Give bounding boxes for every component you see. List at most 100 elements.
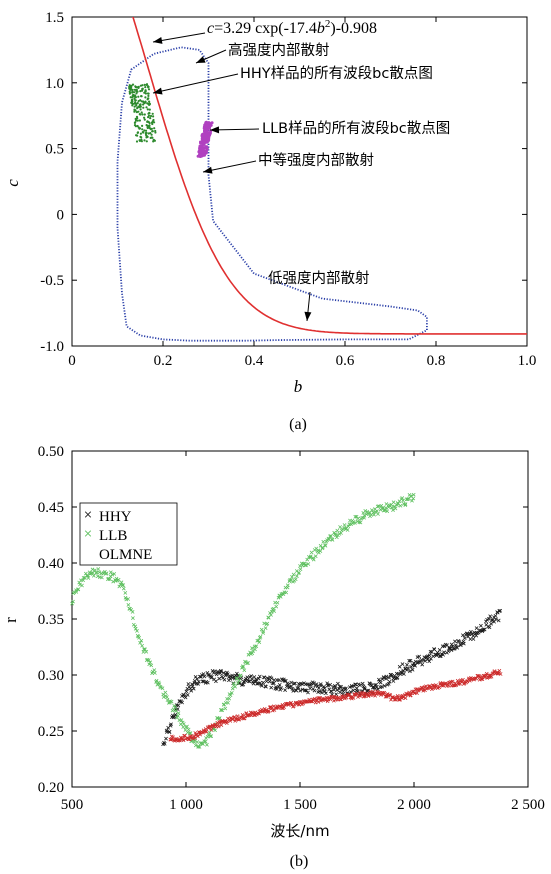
hhy-point xyxy=(141,124,144,127)
olmne-point xyxy=(371,693,375,697)
olmne-point xyxy=(267,708,271,713)
olmne-point xyxy=(495,671,500,676)
hhy-point xyxy=(150,133,153,136)
hhy-point xyxy=(149,114,153,118)
hhy-point xyxy=(133,88,136,91)
llb-point xyxy=(185,730,190,735)
llb-point xyxy=(392,504,397,509)
hhy-point xyxy=(145,140,148,143)
hhy-point xyxy=(131,90,134,93)
llb-point xyxy=(295,574,299,578)
llb-point xyxy=(143,647,147,652)
hhy-point xyxy=(471,637,476,641)
llb-point xyxy=(308,554,313,559)
llb-point xyxy=(306,562,311,566)
legend-box xyxy=(79,502,178,566)
chart-b-frame xyxy=(71,450,529,788)
hhy-point xyxy=(132,102,135,105)
llb-point xyxy=(71,599,75,604)
llb-point xyxy=(165,695,169,699)
hhy-point xyxy=(468,637,473,641)
chart-b-xtick-label: 2 000 xyxy=(397,797,431,813)
llb-point xyxy=(76,587,81,592)
llb-point xyxy=(127,606,132,611)
hhy-point xyxy=(137,95,140,98)
llb-point xyxy=(119,580,124,585)
hhy-point xyxy=(259,683,264,688)
llb-point xyxy=(236,681,240,685)
hhy-point xyxy=(140,95,143,98)
hhy-point xyxy=(482,627,487,632)
hhy-point xyxy=(138,127,141,130)
olmne-point xyxy=(397,697,401,702)
hhy-point xyxy=(147,92,150,95)
hhy-point xyxy=(406,666,410,671)
llb-point xyxy=(229,691,234,695)
legend-marker-hhy: × xyxy=(83,508,92,521)
hhy-point xyxy=(294,688,299,693)
chart-b-legend: × HHY × LLB OLMNE xyxy=(79,502,178,566)
chart-a-equation: c=3.29 cxp(-17.4b2)-0.908 xyxy=(207,18,377,37)
llb-point xyxy=(269,613,273,617)
olmne-point xyxy=(357,693,362,698)
llb-point xyxy=(375,504,380,509)
llb-point xyxy=(265,621,270,626)
hhy-point xyxy=(140,111,143,114)
chart-a-ytick-label: -1.0 xyxy=(40,339,64,355)
hhy-point xyxy=(487,617,491,621)
hhy-point xyxy=(407,658,412,663)
llb-point xyxy=(196,744,201,749)
hhy-point xyxy=(339,684,343,689)
chart-b-ylabel: r xyxy=(1,617,20,623)
hhy-point xyxy=(255,681,259,686)
hhy-point xyxy=(147,88,151,91)
llb-point xyxy=(203,133,207,137)
llb-point xyxy=(258,634,263,639)
hhy-point xyxy=(241,682,246,687)
hhy-point xyxy=(143,91,146,94)
fitted-curve xyxy=(132,17,527,335)
chart-a-xlabel: b xyxy=(294,377,303,396)
hhy-point xyxy=(353,682,357,687)
hhy-point xyxy=(138,139,142,142)
hhy-point xyxy=(146,108,149,111)
llb-point xyxy=(95,574,100,579)
llb-point xyxy=(153,671,157,675)
llb-point xyxy=(396,502,400,506)
chart-b-xtick-label: 1 000 xyxy=(169,797,203,813)
hhy-point xyxy=(448,646,453,650)
hhy-point xyxy=(314,682,319,686)
hhy-point xyxy=(133,109,136,112)
llb-point xyxy=(226,700,230,705)
llb-point xyxy=(213,728,217,733)
hhy-point xyxy=(196,682,200,686)
llb-point xyxy=(74,590,79,594)
chart-a-ytick-label: 1.5 xyxy=(45,10,64,26)
hhy-point xyxy=(336,681,340,686)
hhy-point xyxy=(133,121,136,124)
llb-point xyxy=(203,739,208,744)
chart-a-xtick-label: 0.8 xyxy=(427,353,446,369)
hhy-point xyxy=(144,101,147,104)
olmne-point xyxy=(195,734,200,739)
olmne-point xyxy=(415,691,419,695)
llb-point xyxy=(330,538,335,542)
llb-point xyxy=(108,570,113,575)
olmne-point xyxy=(186,737,191,742)
llb-point xyxy=(174,709,178,713)
hhy-point xyxy=(136,124,139,128)
llb-point xyxy=(384,506,388,510)
hhy-point xyxy=(147,116,150,119)
llb-point xyxy=(207,138,211,142)
llb-point xyxy=(288,578,292,582)
hhy-point xyxy=(484,619,488,624)
chart-b-ytick-label: 0.20 xyxy=(38,780,64,796)
llb-point xyxy=(185,724,189,729)
hhy-point xyxy=(351,688,356,693)
olmne-point xyxy=(408,693,413,698)
chart-b-ytick-label: 0.45 xyxy=(38,500,64,516)
olmne-point xyxy=(401,695,406,700)
legend-marker-llb: × xyxy=(83,527,92,540)
llb-point xyxy=(275,600,280,605)
hhy-point xyxy=(337,684,342,689)
